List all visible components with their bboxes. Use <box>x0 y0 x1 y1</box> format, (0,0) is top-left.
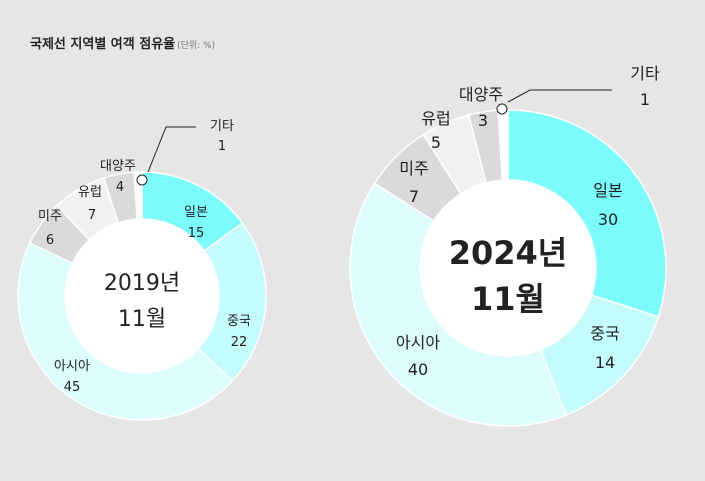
donut-chart-2019: 2019년 11월 일본 15 중국 22 아시아 45 미주 6 유럽 7 대양주 4 기타 1 <box>17 119 267 421</box>
label-japan-value: 15 <box>188 226 205 241</box>
leader-dot-other <box>496 103 508 115</box>
label-other-value: 1 <box>218 139 226 154</box>
label-japan-name: 일본 <box>184 205 208 220</box>
label-oceania-name: 대양주 <box>459 85 503 104</box>
label-americas-name: 미주 <box>399 159 428 178</box>
label-oceania-value: 3 <box>478 111 488 130</box>
label-japan-value: 30 <box>598 210 618 229</box>
center-period-year: 2019년 <box>104 271 180 296</box>
donut-center <box>65 219 219 373</box>
label-asia-value: 45 <box>64 380 81 395</box>
center-period-month: 11월 <box>471 280 545 318</box>
leader-line-other <box>507 89 612 103</box>
label-americas-value: 7 <box>409 187 419 206</box>
label-other-value: 1 <box>640 90 650 109</box>
label-other-name: 기타 <box>630 64 660 83</box>
label-asia-name: 아시아 <box>396 333 440 352</box>
label-china-name: 중국 <box>227 314 251 329</box>
label-china-name: 중국 <box>590 324 619 343</box>
chart-title: 국제선 지역별 여객 점유율 (단위: %) <box>30 33 215 52</box>
label-americas-value: 6 <box>46 233 54 248</box>
leader-line-other <box>147 126 196 173</box>
label-europe-value: 5 <box>431 133 441 152</box>
label-china-value: 22 <box>231 335 248 350</box>
center-period-month: 11월 <box>118 307 166 332</box>
unit-note: (단위: %) <box>177 41 216 51</box>
label-japan-name: 일본 <box>593 181 622 200</box>
label-china-value: 14 <box>595 353 615 372</box>
chart-title-text: 국제선 지역별 여객 점유율 <box>30 37 176 52</box>
label-other-name: 기타 <box>210 119 234 134</box>
label-asia-value: 40 <box>408 360 428 379</box>
label-asia-name: 아시아 <box>54 359 90 374</box>
label-oceania-name: 대양주 <box>100 159 136 174</box>
leader-dot-other <box>136 174 148 186</box>
label-europe-value: 7 <box>88 208 96 223</box>
label-europe-name: 유럽 <box>78 185 102 200</box>
label-oceania-value: 4 <box>116 180 124 195</box>
donut-chart-2024: 2024년 11월 일본 30 중국 14 아시아 40 미주 7 유럽 5 대양주 3 기타 1 <box>349 64 667 427</box>
label-europe-name: 유럽 <box>421 109 450 128</box>
donut-center <box>420 180 596 356</box>
center-period-year: 2024년 <box>449 234 568 272</box>
label-americas-name: 미주 <box>38 209 62 224</box>
